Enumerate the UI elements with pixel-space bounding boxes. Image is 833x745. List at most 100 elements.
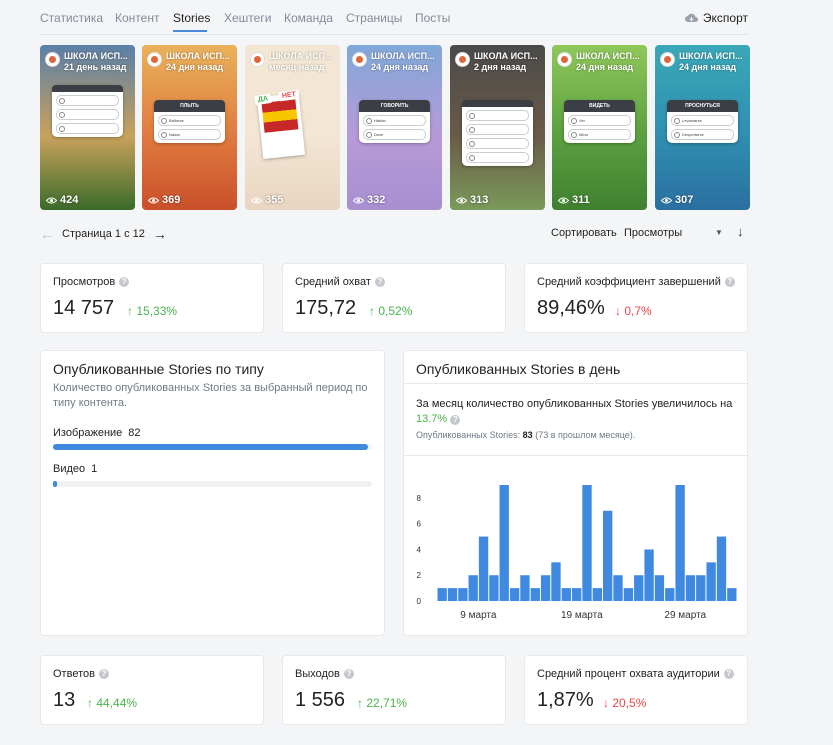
chart-bar[interactable] (696, 575, 706, 601)
chevron-down-icon[interactable]: ▼ (715, 228, 723, 237)
export-button[interactable]: Экспорт (684, 11, 748, 25)
quiz-title: ПРОСНУТЬСЯ (667, 100, 738, 112)
stat-change: ↑ 44,44% (87, 696, 138, 710)
stories-per-day-chart: 0 2 4 6 8 9 марта 19 марта 29 марта (417, 485, 737, 621)
help-icon[interactable]: ? (450, 415, 461, 425)
story-tile[interactable]: ШКОЛА ИСП... месяц назад ДА НЕТ 355 (245, 45, 340, 210)
chart-bar[interactable] (685, 575, 696, 601)
chart-bar[interactable] (623, 588, 634, 601)
bar-fill (53, 444, 369, 450)
story-tile[interactable]: ШКОЛА ИСП... 24 дня назад ВИДЕТЬ Ver Mirar 31… (552, 45, 647, 210)
stories-by-type-panel: Опубликованные Stories по типу Количеств… (40, 350, 385, 636)
chart-bar[interactable] (571, 588, 582, 601)
chart-bar[interactable] (489, 575, 499, 601)
story-tile[interactable]: ШКОЛА ИСП... 24 дня назад ПЛЫТЬ Bañarse Nada… (142, 45, 237, 210)
chart-bar[interactable] (499, 485, 509, 601)
next-page-arrow-icon[interactable]: → (152, 226, 167, 242)
chart-bar[interactable] (603, 510, 613, 601)
help-icon[interactable]: ? (723, 669, 734, 679)
quiz-option: Despertarse (671, 129, 734, 140)
chart-bar[interactable] (551, 562, 561, 601)
stat-change: ↑ 22,71% (357, 696, 408, 710)
story-author: ШКОЛА ИСП... (166, 51, 230, 61)
tab-pages[interactable]: Страницы (346, 11, 403, 25)
eye-icon (558, 197, 569, 203)
arrow-down-icon: ↓ (615, 304, 625, 318)
quiz-option (56, 95, 119, 106)
story-author: ШКОЛА ИСП... (679, 51, 743, 61)
stat-label: Выходов (295, 668, 340, 680)
tab-team[interactable]: Команда (284, 11, 333, 25)
chart-bar[interactable] (665, 588, 675, 601)
stat-card-reach: Средний охват? 175,72 ↑ 0,52% (282, 263, 506, 333)
tab-posts[interactable]: Посты (415, 11, 451, 25)
chart-bar[interactable] (530, 588, 540, 601)
help-icon[interactable]: ? (119, 277, 130, 287)
story-date: 2 дня назад (474, 62, 527, 72)
story-views: 355 (251, 194, 283, 206)
quiz-option: Nadar (158, 129, 221, 140)
type-bar-image (53, 444, 372, 450)
help-icon[interactable]: ? (343, 669, 354, 679)
tab-statistics[interactable]: Статистика (40, 11, 104, 25)
chart-bar[interactable] (520, 575, 530, 601)
type-label-image: Изображение 82 (53, 427, 141, 439)
story-date: 24 дня назад (166, 62, 224, 72)
story-quiz-card: ПЛЫТЬ Bañarse Nadar (154, 100, 225, 143)
stat-label: Средний коэффициент завершений (537, 276, 721, 288)
story-views: 369 (148, 194, 180, 206)
quiz-option: Mirar (568, 129, 631, 140)
chart-bar[interactable] (727, 588, 737, 601)
chart-bar[interactable] (478, 536, 489, 601)
chart-bar[interactable] (592, 588, 603, 601)
chart-bar[interactable] (582, 485, 592, 601)
tab-hashtags[interactable]: Хештеги (224, 11, 272, 25)
page-indicator: Страница 1 с 12 (62, 228, 145, 240)
help-icon[interactable]: ? (724, 277, 735, 287)
x-tick-label: 19 марта (561, 610, 603, 621)
chart-bar[interactable] (437, 588, 447, 601)
story-tile[interactable]: ШКОЛА ИСП... 21 день назад 424 (40, 45, 135, 210)
cloud-download-icon (684, 13, 698, 22)
story-tile[interactable]: ШКОЛА ИСП... 2 дня назад 313 (450, 45, 545, 210)
export-label: Экспорт (702, 11, 748, 25)
chart-bar[interactable] (613, 575, 623, 601)
story-date: 24 дня назад (576, 62, 634, 72)
chart-bar[interactable] (561, 588, 571, 601)
story-tile[interactable]: ШКОЛА ИСП... 24 дня назад ПРОСНУТЬСЯ Levant… (655, 45, 750, 210)
avatar (250, 52, 265, 67)
chart-bar[interactable] (654, 575, 665, 601)
story-author: ШКОЛА ИСП... (269, 51, 333, 61)
stat-value: 175,72 (295, 297, 357, 319)
chart-bar[interactable] (675, 485, 685, 601)
tab-content[interactable]: Контент (115, 11, 160, 25)
y-tick-label: 8 (417, 494, 422, 503)
story-date: 21 день назад (64, 62, 127, 72)
story-author: ШКОЛА ИСП... (64, 51, 128, 61)
arrow-down-icon: ↓ (603, 696, 613, 710)
chart-bar[interactable] (509, 588, 520, 601)
story-author: ШКОЛА ИСП... (576, 51, 640, 61)
sort-direction-icon[interactable]: ↓ (737, 224, 744, 239)
chart-bar[interactable] (634, 575, 644, 601)
chart-bar[interactable] (644, 549, 654, 601)
story-quiz-card: ВИДЕТЬ Ver Mirar (564, 100, 635, 143)
chart-bar[interactable] (468, 575, 478, 601)
x-tick-label: 9 марта (460, 610, 497, 621)
stat-change: ↑ 15,33% (127, 304, 178, 318)
prev-page-arrow-icon[interactable]: ← (40, 226, 54, 242)
arrow-up-icon: ↑ (369, 304, 379, 318)
chart-bar[interactable] (716, 536, 727, 601)
avatar (660, 52, 675, 67)
chart-bar[interactable] (458, 588, 468, 601)
chart-bar[interactable] (447, 588, 458, 601)
stat-value: 1 556 (295, 689, 346, 711)
sort-select[interactable]: Просмотры (624, 227, 683, 239)
avatar (352, 52, 367, 67)
help-icon[interactable]: ? (374, 277, 385, 287)
tab-stories[interactable]: Stories (173, 11, 211, 25)
chart-bar[interactable] (540, 575, 551, 601)
story-tile[interactable]: ШКОЛА ИСП... 24 дня назад ГОВОРИТЬ Hablar De… (347, 45, 442, 210)
help-icon[interactable]: ? (98, 669, 109, 679)
chart-bar[interactable] (706, 562, 716, 601)
